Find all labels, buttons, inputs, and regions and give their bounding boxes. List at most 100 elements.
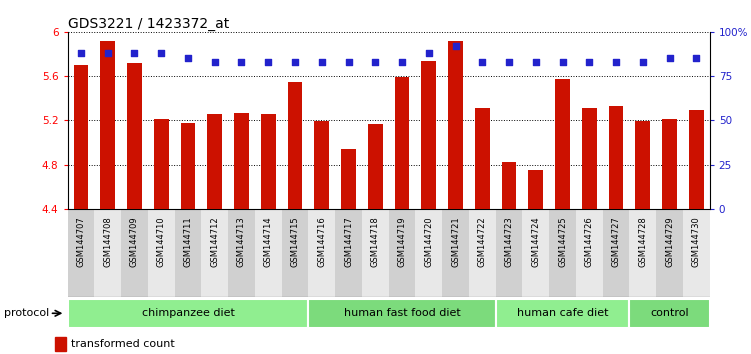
Point: [664, 56, 676, 61]
Bar: [335, 209, 362, 297]
Bar: [415, 209, 442, 297]
Point: [262, 59, 274, 65]
Bar: [555, 79, 570, 209]
Bar: [154, 119, 168, 209]
Text: protocol: protocol: [4, 308, 49, 318]
Bar: [261, 114, 276, 209]
Bar: [496, 299, 629, 328]
Point: [476, 59, 488, 65]
Text: GSM144710: GSM144710: [157, 216, 166, 267]
Point: [342, 59, 354, 65]
Text: GSM144726: GSM144726: [585, 216, 594, 267]
Text: transformed count: transformed count: [71, 339, 174, 349]
Bar: [689, 110, 704, 209]
Bar: [389, 209, 415, 297]
Bar: [362, 209, 389, 297]
Text: chimpanzee diet: chimpanzee diet: [141, 308, 234, 318]
Text: GSM144725: GSM144725: [558, 216, 567, 267]
Bar: [234, 113, 249, 209]
Bar: [74, 65, 89, 209]
Point: [690, 56, 702, 61]
Bar: [315, 121, 329, 209]
Point: [209, 59, 221, 65]
Text: GSM144722: GSM144722: [478, 216, 487, 267]
Text: GSM144729: GSM144729: [665, 216, 674, 267]
Bar: [629, 299, 710, 328]
Point: [556, 59, 569, 65]
Bar: [255, 209, 282, 297]
Bar: [442, 209, 469, 297]
Bar: [656, 209, 683, 297]
Bar: [341, 149, 356, 209]
Bar: [288, 82, 303, 209]
Bar: [523, 209, 549, 297]
Bar: [683, 209, 710, 297]
Bar: [309, 299, 496, 328]
Text: GSM144714: GSM144714: [264, 216, 273, 267]
Point: [289, 59, 301, 65]
Bar: [309, 209, 335, 297]
Text: GSM144718: GSM144718: [371, 216, 380, 267]
Bar: [228, 209, 255, 297]
Bar: [576, 209, 602, 297]
Bar: [201, 209, 228, 297]
Text: GSM144728: GSM144728: [638, 216, 647, 267]
Point: [236, 59, 248, 65]
Bar: [496, 209, 523, 297]
Point: [75, 50, 87, 56]
Bar: [469, 209, 496, 297]
Point: [182, 56, 194, 61]
Bar: [101, 41, 115, 209]
Text: GSM144727: GSM144727: [611, 216, 620, 267]
Bar: [448, 41, 463, 209]
Point: [529, 59, 541, 65]
Text: GSM144712: GSM144712: [210, 216, 219, 267]
Point: [155, 50, 167, 56]
Point: [128, 50, 140, 56]
Text: GSM144709: GSM144709: [130, 216, 139, 267]
Bar: [181, 122, 195, 209]
Point: [637, 59, 649, 65]
Bar: [421, 61, 436, 209]
Bar: [174, 209, 201, 297]
Bar: [282, 209, 309, 297]
Text: GSM144719: GSM144719: [397, 216, 406, 267]
Bar: [662, 119, 677, 209]
Bar: [582, 108, 596, 209]
Point: [584, 59, 596, 65]
Text: GSM144730: GSM144730: [692, 216, 701, 267]
Text: GSM144723: GSM144723: [505, 216, 514, 267]
Bar: [68, 209, 95, 297]
Point: [503, 59, 515, 65]
Text: GSM144715: GSM144715: [291, 216, 300, 267]
Point: [315, 59, 327, 65]
Text: GSM144717: GSM144717: [344, 216, 353, 267]
Point: [450, 43, 462, 49]
Bar: [602, 209, 629, 297]
Text: control: control: [650, 308, 689, 318]
Bar: [95, 209, 121, 297]
Bar: [549, 209, 576, 297]
Text: GSM144707: GSM144707: [77, 216, 86, 267]
Bar: [529, 170, 543, 209]
Point: [396, 59, 408, 65]
Point: [423, 50, 435, 56]
Point: [369, 59, 382, 65]
Text: GSM144716: GSM144716: [317, 216, 326, 267]
Bar: [68, 299, 309, 328]
Point: [101, 50, 113, 56]
Bar: [127, 63, 142, 209]
Bar: [121, 209, 148, 297]
Text: human cafe diet: human cafe diet: [517, 308, 608, 318]
Text: GSM144708: GSM144708: [103, 216, 112, 267]
Bar: [55, 337, 66, 350]
Text: GSM144711: GSM144711: [183, 216, 192, 267]
Text: human fast food diet: human fast food diet: [344, 308, 460, 318]
Point: [610, 59, 622, 65]
Bar: [148, 209, 174, 297]
Bar: [475, 108, 490, 209]
Bar: [368, 124, 382, 209]
Text: GSM144724: GSM144724: [531, 216, 540, 267]
Bar: [502, 162, 517, 209]
Bar: [207, 114, 222, 209]
